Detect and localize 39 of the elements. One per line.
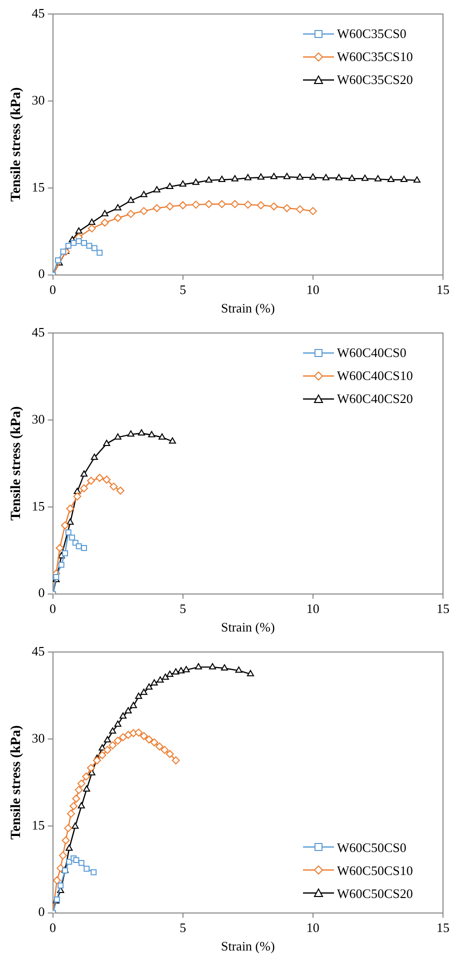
x-axis-title: Strain (%)	[221, 620, 275, 635]
x-tick-label: 15	[436, 601, 450, 616]
x-tick-label: 10	[306, 920, 320, 936]
y-tick-label: 15	[32, 179, 45, 194]
legend-label: W60C40CS20	[337, 390, 413, 408]
y-tick-label: 45	[32, 5, 45, 20]
x-tick-label: 5	[180, 282, 186, 298]
x-tick-label: 10	[306, 282, 320, 298]
x-axis-title: Strain (%)	[221, 938, 275, 954]
x-axis-title: Strain (%)	[221, 300, 275, 316]
legend-label: W60C50CS0	[337, 838, 406, 857]
x-tick-label: 0	[50, 282, 56, 298]
y-tick-label: 30	[32, 730, 45, 746]
legend-label: W60C50CS10	[337, 862, 413, 880]
x-tick-label: 5	[180, 601, 186, 616]
legend-label: W60C50CS20	[337, 884, 413, 903]
y-tick-label: 0	[38, 585, 45, 600]
x-tick-label: 0	[50, 920, 56, 936]
y-tick-label: 30	[32, 411, 45, 426]
y-tick-label: 30	[32, 92, 45, 108]
legend-label: W60C40CS0	[337, 344, 406, 362]
x-tick-label: 15	[436, 920, 450, 936]
legend-label: W60C35CS20	[337, 71, 413, 89]
x-tick-label: 0	[50, 601, 56, 616]
legend-label: W60C35CS0	[337, 25, 406, 43]
y-axis-title: Tensile stress (kPa)	[9, 406, 24, 521]
y-tick-label: 15	[32, 498, 45, 514]
y-tick-label: 45	[32, 643, 45, 658]
x-tick-label: 15	[436, 282, 450, 298]
y-axis-title: Tensile stress (kPa)	[9, 86, 24, 202]
y-tick-label: 0	[38, 266, 45, 282]
x-tick-label: 5	[180, 920, 186, 936]
x-tick-label: 10	[306, 601, 320, 616]
y-tick-label: 15	[32, 817, 45, 832]
y-axis-title: Tensile stress (kPa)	[9, 724, 24, 840]
legend-label: W60C40CS10	[337, 367, 413, 385]
legend-label: W60C35CS10	[337, 48, 413, 66]
y-tick-label: 0	[38, 904, 45, 920]
y-tick-label: 45	[32, 324, 45, 340]
